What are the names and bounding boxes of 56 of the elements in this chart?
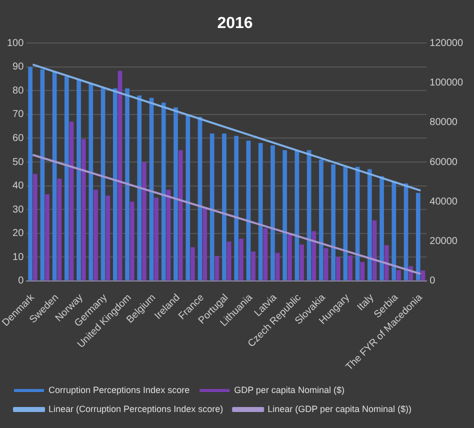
bar <box>125 88 130 280</box>
bar <box>319 160 324 280</box>
bar <box>380 176 384 280</box>
bar <box>52 72 57 280</box>
bar <box>214 256 220 281</box>
y-tick-label: 30 <box>12 204 24 216</box>
y-tick-label: 0 <box>18 276 24 287</box>
bar <box>234 136 239 280</box>
bar <box>348 255 352 281</box>
y-tick-label: 50 <box>12 156 24 168</box>
bar <box>186 114 190 280</box>
y2-tick-label: 80000 <box>430 117 458 128</box>
bar <box>149 98 154 280</box>
y2-tick-label: 100000 <box>430 78 464 89</box>
y-tick-label: 60 <box>12 132 24 144</box>
bar <box>190 247 195 281</box>
y2-tick-label: 40000 <box>430 196 458 208</box>
bar <box>222 133 226 280</box>
bar <box>336 256 340 281</box>
bar <box>416 192 420 280</box>
bar <box>300 244 304 281</box>
bar <box>324 248 328 281</box>
y2-tick-label: 60000 <box>430 156 458 168</box>
bar <box>331 164 336 280</box>
y-tick-label: 100 <box>6 38 24 49</box>
y-tick-label: 20 <box>12 228 24 240</box>
y-tick-label: 10 <box>12 252 24 263</box>
bar <box>258 142 263 280</box>
bar <box>251 252 256 281</box>
y-tick-label: 80 <box>12 85 24 96</box>
bar <box>40 69 45 280</box>
legend-label: GDP per capita Nominal ($) <box>234 384 344 395</box>
bar <box>396 270 401 281</box>
bar <box>210 133 214 280</box>
y2-tick-label: 20000 <box>430 236 458 247</box>
bar <box>100 88 106 280</box>
y-tick-label: 90 <box>12 62 24 73</box>
y-tick-label: 40 <box>12 180 24 192</box>
bar <box>282 150 288 280</box>
y2-tick-label: 0 <box>430 276 436 287</box>
bar <box>246 140 251 280</box>
bar <box>275 252 280 281</box>
bar <box>239 238 244 281</box>
legend-label: Linear (Corruption Perceptions Index score) <box>48 404 224 414</box>
chart-title: 2016 <box>217 15 253 32</box>
bar <box>343 166 348 280</box>
legend-label: Corruption Perceptions Index score <box>48 384 190 395</box>
bar <box>270 145 275 280</box>
legend-label: Linear (GDP per capita Nominal ($)) <box>268 404 412 414</box>
bar <box>360 262 365 281</box>
bar <box>392 181 396 280</box>
y2-tick-label: 120000 <box>430 38 464 49</box>
y-tick-label: 70 <box>12 109 24 120</box>
bar <box>226 242 232 281</box>
bar <box>88 84 94 280</box>
bar <box>306 150 312 280</box>
